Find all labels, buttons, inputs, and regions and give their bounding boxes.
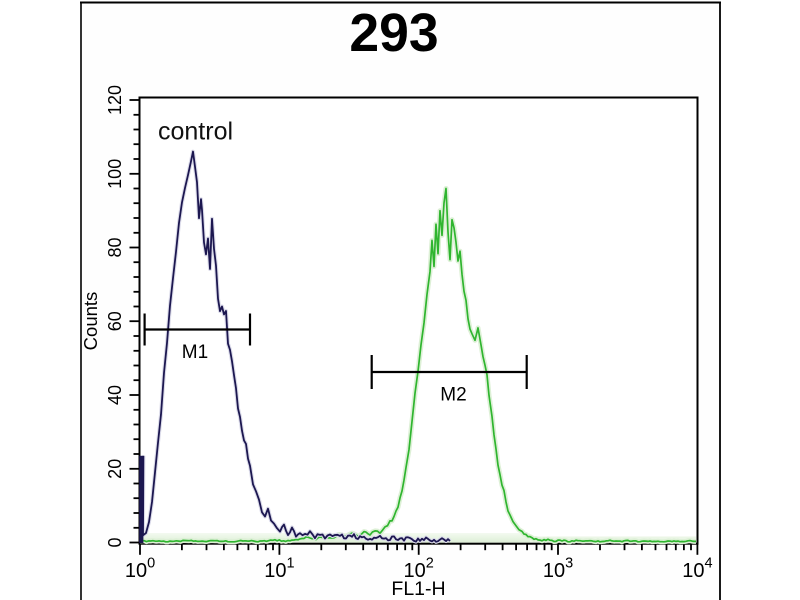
svg-text:293: 293 bbox=[349, 4, 438, 63]
svg-text:control: control bbox=[158, 118, 233, 146]
svg-text:100: 100 bbox=[105, 159, 125, 189]
svg-text:120: 120 bbox=[105, 85, 125, 115]
svg-text:60: 60 bbox=[105, 311, 125, 331]
svg-text:20: 20 bbox=[105, 459, 125, 479]
svg-text:0: 0 bbox=[105, 537, 125, 547]
svg-text:Counts: Counts bbox=[80, 292, 101, 351]
svg-text:M1: M1 bbox=[182, 342, 208, 363]
svg-text:40: 40 bbox=[105, 385, 125, 405]
svg-text:FL1-H: FL1-H bbox=[391, 578, 445, 600]
svg-text:M2: M2 bbox=[440, 385, 466, 406]
svg-text:80: 80 bbox=[105, 237, 125, 257]
